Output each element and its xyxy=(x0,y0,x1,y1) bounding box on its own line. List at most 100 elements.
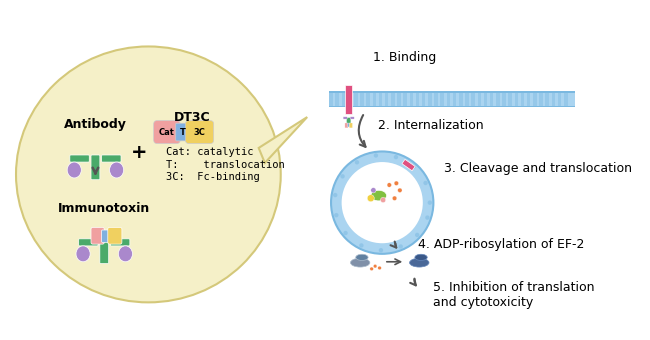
Text: 3C: 3C xyxy=(194,128,205,137)
Circle shape xyxy=(331,151,434,254)
Circle shape xyxy=(415,233,419,237)
Bar xyxy=(441,91,444,107)
Text: +: + xyxy=(131,143,148,162)
Bar xyxy=(434,91,438,107)
Ellipse shape xyxy=(370,190,387,201)
FancyBboxPatch shape xyxy=(100,239,109,264)
Circle shape xyxy=(387,183,391,187)
Text: 3C:  Fc-binding: 3C: Fc-binding xyxy=(166,172,260,182)
FancyBboxPatch shape xyxy=(101,155,121,162)
Bar xyxy=(496,91,500,107)
Bar xyxy=(372,91,376,107)
Bar xyxy=(330,91,333,107)
Text: 1. Binding: 1. Binding xyxy=(373,51,437,64)
Circle shape xyxy=(428,201,432,205)
FancyBboxPatch shape xyxy=(346,118,351,124)
Bar xyxy=(545,91,549,107)
Bar xyxy=(330,91,575,93)
Circle shape xyxy=(341,174,344,179)
Circle shape xyxy=(342,162,422,243)
Circle shape xyxy=(393,196,396,201)
Bar xyxy=(345,85,352,114)
Circle shape xyxy=(370,267,373,271)
Circle shape xyxy=(355,160,359,165)
Text: Antibody: Antibody xyxy=(64,118,127,131)
Bar xyxy=(385,91,389,107)
Polygon shape xyxy=(402,159,415,171)
Bar xyxy=(465,91,469,107)
Circle shape xyxy=(359,243,363,248)
Text: T:    translocation: T: translocation xyxy=(166,160,285,170)
Text: Cat: Cat xyxy=(159,128,175,137)
Ellipse shape xyxy=(67,162,81,178)
Text: DT3C: DT3C xyxy=(174,110,211,123)
Ellipse shape xyxy=(350,258,370,267)
Bar xyxy=(342,91,345,107)
Bar xyxy=(478,91,481,107)
Bar xyxy=(540,91,543,107)
Circle shape xyxy=(343,231,348,235)
Bar xyxy=(379,91,382,107)
Circle shape xyxy=(378,266,382,270)
Circle shape xyxy=(334,213,339,217)
Bar xyxy=(490,91,493,107)
FancyBboxPatch shape xyxy=(153,121,180,143)
Bar xyxy=(564,91,567,107)
Bar xyxy=(558,91,562,107)
FancyBboxPatch shape xyxy=(91,227,104,244)
Ellipse shape xyxy=(356,254,368,260)
Bar xyxy=(484,91,488,107)
Bar xyxy=(527,91,530,107)
FancyBboxPatch shape xyxy=(70,155,89,162)
Circle shape xyxy=(394,181,398,185)
Bar xyxy=(508,91,512,107)
FancyBboxPatch shape xyxy=(108,227,122,244)
Bar xyxy=(360,91,364,107)
Polygon shape xyxy=(259,117,307,163)
Bar xyxy=(354,91,358,107)
Bar xyxy=(410,91,413,107)
Circle shape xyxy=(370,188,376,193)
Text: 3. Cleavage and translocation: 3. Cleavage and translocation xyxy=(444,162,632,175)
Bar xyxy=(447,91,450,107)
Bar xyxy=(552,91,555,107)
Bar xyxy=(348,91,352,107)
Circle shape xyxy=(411,165,416,169)
FancyBboxPatch shape xyxy=(185,121,214,143)
FancyBboxPatch shape xyxy=(345,123,348,128)
Circle shape xyxy=(394,155,398,159)
Bar xyxy=(502,91,506,107)
Circle shape xyxy=(425,216,430,220)
Ellipse shape xyxy=(415,254,427,260)
Text: 5. Inhibition of translation
and cytotoxicity: 5. Inhibition of translation and cytotox… xyxy=(434,281,595,309)
Text: T: T xyxy=(180,128,186,137)
Bar xyxy=(391,91,395,107)
FancyBboxPatch shape xyxy=(349,123,352,128)
Bar xyxy=(330,106,575,107)
Circle shape xyxy=(373,265,377,268)
FancyBboxPatch shape xyxy=(111,239,130,246)
Circle shape xyxy=(379,248,383,252)
Bar xyxy=(471,91,475,107)
Circle shape xyxy=(398,244,403,249)
Bar xyxy=(330,91,575,107)
Circle shape xyxy=(423,181,428,185)
Text: 4. ADP-ribosylation of EF-2: 4. ADP-ribosylation of EF-2 xyxy=(417,238,584,251)
FancyBboxPatch shape xyxy=(176,123,190,141)
Bar xyxy=(422,91,426,107)
Circle shape xyxy=(398,188,402,192)
Circle shape xyxy=(380,197,385,203)
Bar xyxy=(335,91,339,107)
Text: 2. Internalization: 2. Internalization xyxy=(378,119,484,132)
Circle shape xyxy=(367,195,374,202)
Circle shape xyxy=(374,153,378,158)
Bar xyxy=(515,91,518,107)
FancyBboxPatch shape xyxy=(101,230,111,242)
Ellipse shape xyxy=(410,258,429,267)
Bar xyxy=(521,91,525,107)
Bar xyxy=(428,91,432,107)
FancyBboxPatch shape xyxy=(343,117,347,119)
FancyBboxPatch shape xyxy=(350,117,354,119)
FancyBboxPatch shape xyxy=(79,239,98,246)
Ellipse shape xyxy=(110,162,124,178)
